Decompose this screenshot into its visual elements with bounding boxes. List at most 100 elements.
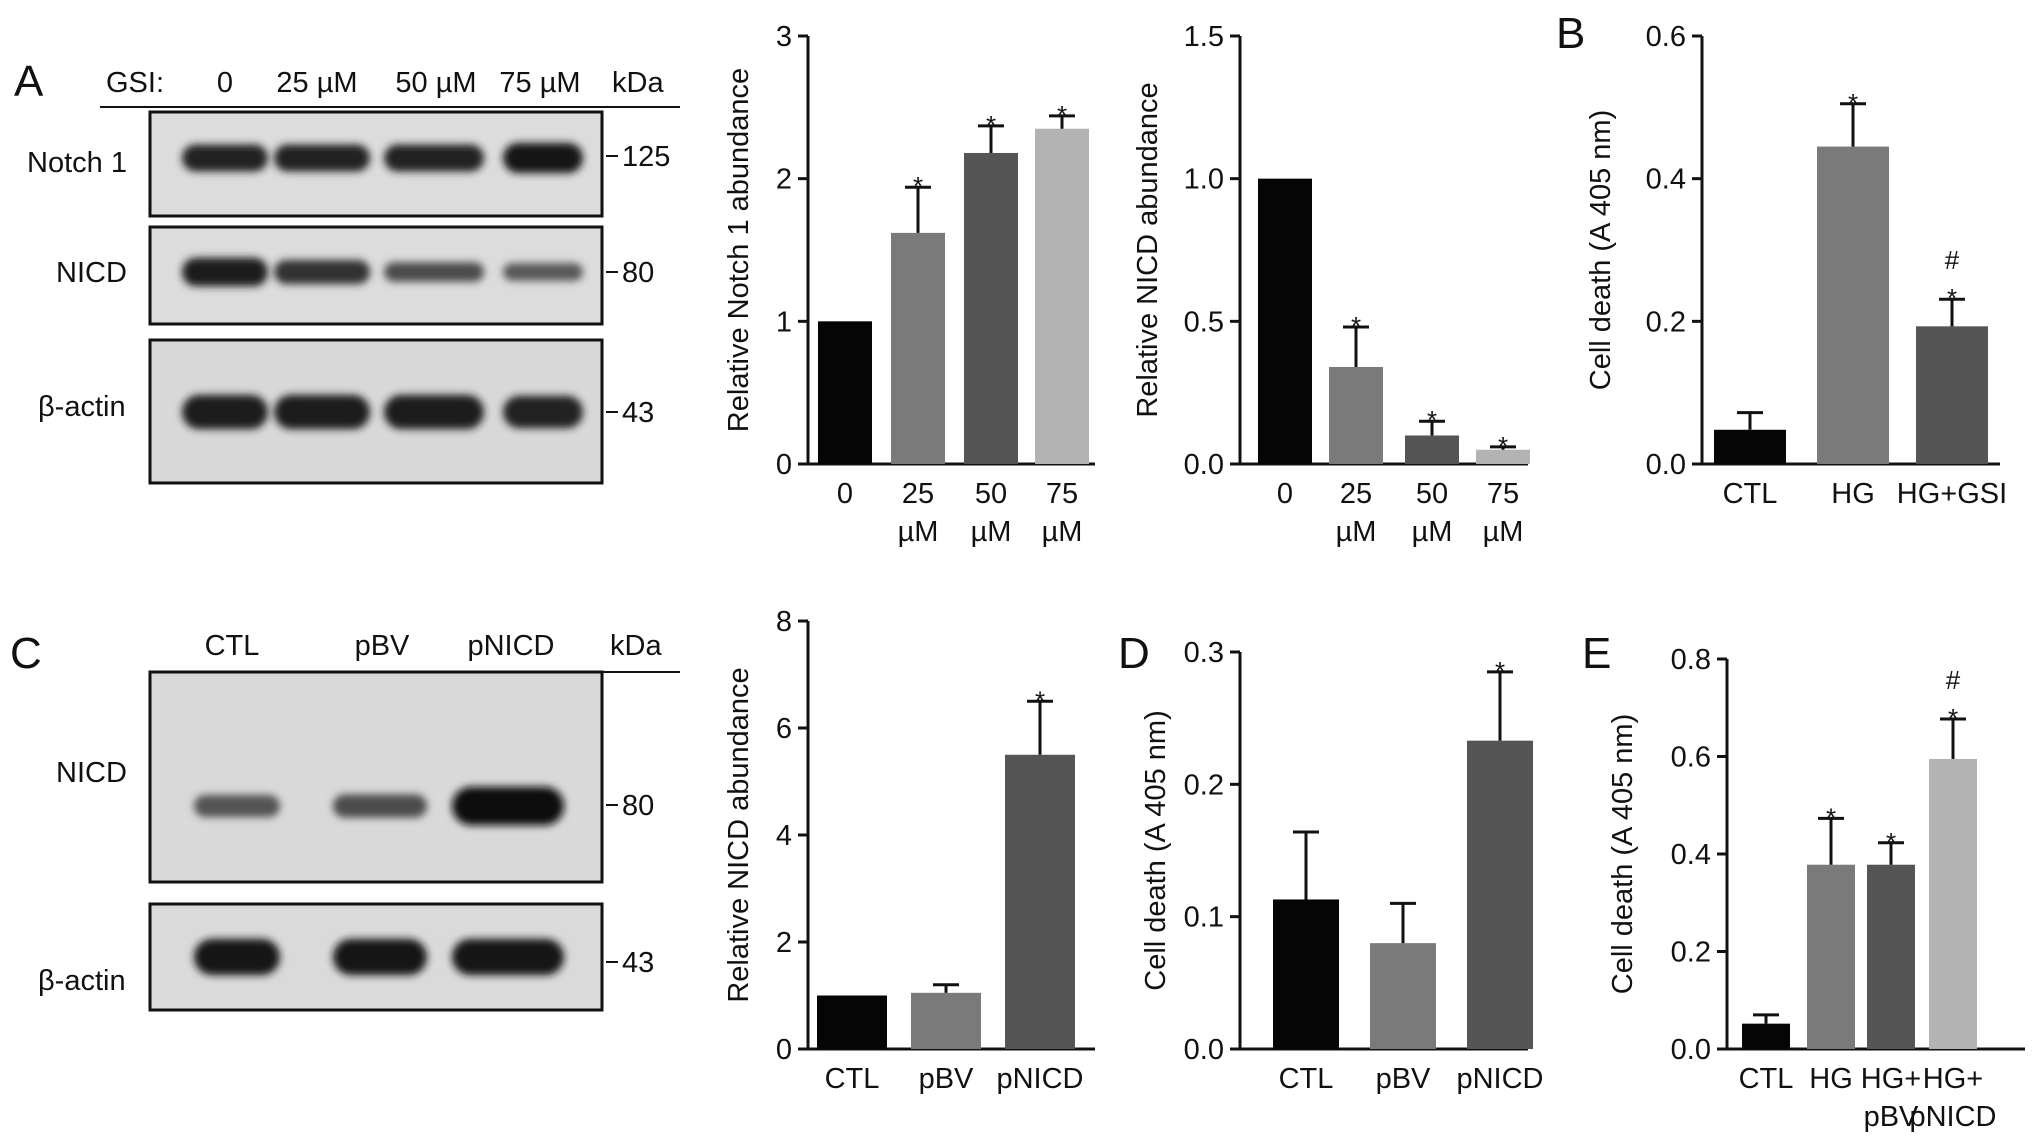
blot-c-bands-actin	[194, 938, 564, 976]
bar	[818, 321, 872, 464]
y-tick-label: 4	[776, 820, 792, 852]
bar	[891, 232, 945, 464]
y-tick-label: 1	[776, 306, 792, 338]
x-tick-label: CTL	[1279, 1063, 1334, 1095]
y-tick-label: 0	[776, 1034, 792, 1066]
blot-band	[452, 938, 564, 976]
y-tick-label: 1.0	[1184, 164, 1224, 196]
x-tick-label: CTL	[825, 1063, 880, 1095]
x-tick-label: HG	[1831, 478, 1875, 510]
bar	[1867, 864, 1915, 1049]
x-tick-label: 75	[1487, 478, 1519, 510]
x-tick-label: CTL	[1739, 1063, 1794, 1095]
bar	[1329, 366, 1383, 464]
y-tick-label: 3	[776, 21, 792, 53]
blot-a-kda-value: 80	[622, 257, 654, 289]
significance-hash: #	[1945, 245, 1960, 275]
blot-band	[274, 144, 370, 172]
chart-cell-death-d: 0.0 0.1 0.2 0.3 Cell death (A 405 nm) CTL pBV *…	[1140, 637, 1544, 1095]
blot-band	[194, 938, 280, 976]
y-tick-label: 6	[776, 713, 792, 745]
significance-star: *	[1351, 311, 1361, 341]
significance-star: *	[1495, 656, 1505, 686]
x-tick-label: µM	[1042, 516, 1083, 548]
bar	[1273, 899, 1339, 1049]
panel-letter-b: B	[1556, 9, 1585, 58]
y-tick-label: 0.4	[1646, 164, 1686, 196]
bar	[1714, 429, 1786, 464]
chart-notch1-abundance: 0 1 2 3 Relative Notch 1 abundance 0 * 25 µM * 50 µ…	[723, 21, 1095, 548]
significance-star: *	[1848, 88, 1858, 118]
x-tick-label: 50	[975, 478, 1007, 510]
x-tick-label: µM	[1412, 516, 1453, 548]
blot-a-bands-nicd	[182, 257, 583, 287]
x-tick-label: 25	[1340, 478, 1372, 510]
panel-letter-d: D	[1118, 629, 1150, 678]
blot-c-lane-label: pBV	[355, 630, 410, 662]
y-axis-label: Cell death (A 405 nm)	[1607, 714, 1639, 994]
x-tick-label: pBV	[919, 1063, 974, 1095]
y-tick-label: 0.5	[1184, 306, 1224, 338]
y-tick-label: 2	[776, 164, 792, 196]
blot-band	[182, 144, 268, 172]
blot-c-kda-value: 80	[622, 790, 654, 822]
y-tick-label: 0.4	[1671, 839, 1711, 871]
x-tick-label: µM	[898, 516, 939, 548]
blot-c-lane-label: pNICD	[467, 630, 554, 662]
y-tick-label: 0.6	[1671, 742, 1711, 774]
x-tick-label: 75	[1046, 478, 1078, 510]
significance-star: *	[1057, 100, 1067, 130]
y-tick-label: 0.0	[1671, 1034, 1711, 1066]
y-tick-label: 1.5	[1184, 21, 1224, 53]
significance-star: *	[1826, 802, 1836, 832]
blot-band	[333, 938, 427, 976]
blot-a-lane-label: 25 µM	[276, 67, 357, 99]
y-tick-label: 0.2	[1671, 937, 1711, 969]
blot-a-lane-label: 75 µM	[499, 67, 580, 99]
y-tick-label: 0.1	[1184, 902, 1224, 934]
blot-band	[503, 142, 583, 174]
blot-a: GSI: 0 25 µM 50 µM 75 µM kDa Notch 1 NIC…	[27, 67, 680, 485]
y-tick-label: 8	[776, 606, 792, 638]
panel-letter-e: E	[1582, 629, 1611, 678]
blot-band	[274, 394, 370, 430]
blot-band	[384, 262, 484, 282]
significance-star: *	[1427, 405, 1437, 435]
significance-hash: #	[1946, 665, 1961, 695]
blot-band	[503, 395, 583, 429]
x-tick-label: µM	[1483, 516, 1524, 548]
significance-star: *	[1498, 431, 1508, 461]
bar	[1467, 740, 1533, 1049]
blot-c-row-label-nicd: NICD	[56, 757, 127, 789]
blot-a-header-label: GSI:	[106, 67, 164, 99]
blot-band	[333, 794, 427, 818]
y-tick-label: 0.0	[1646, 449, 1686, 481]
y-tick-label: 0.0	[1184, 449, 1224, 481]
y-axis-label: Relative NICD abundance	[723, 667, 755, 1002]
y-axis-label: Cell death (A 405 nm)	[1585, 110, 1617, 390]
y-tick-label: 0.8	[1671, 644, 1711, 676]
bar	[964, 152, 1018, 464]
y-axis-label: Relative NICD abundance	[1132, 82, 1164, 417]
blot-a-lane-label: 0	[217, 67, 233, 99]
x-tick-label: 50	[1416, 478, 1448, 510]
x-tick-label: HG	[1809, 1063, 1853, 1095]
blot-band	[182, 257, 268, 287]
blot-a-kda-label: kDa	[612, 67, 664, 99]
y-tick-label: 0	[776, 449, 792, 481]
x-tick-label: 0	[837, 478, 853, 510]
significance-star: *	[913, 171, 923, 201]
blot-a-kda-value: 125	[622, 141, 670, 173]
blot-c-membrane-nicd	[148, 670, 604, 884]
x-tick-label: 0	[1277, 478, 1293, 510]
x-tick-label: pBV	[1376, 1063, 1431, 1095]
blot-band	[452, 786, 564, 826]
blot-c-kda-label: kDa	[610, 630, 662, 662]
chart-nicd-abundance-c: 0 2 4 6 8 Relative NICD abundance CTL pBV * pNICD	[723, 606, 1095, 1095]
x-tick-label: µM	[971, 516, 1012, 548]
blot-band	[384, 394, 484, 430]
x-tick-label: pNICD	[996, 1063, 1083, 1095]
bar	[1817, 146, 1889, 465]
blot-a-bands-actin	[182, 394, 583, 430]
